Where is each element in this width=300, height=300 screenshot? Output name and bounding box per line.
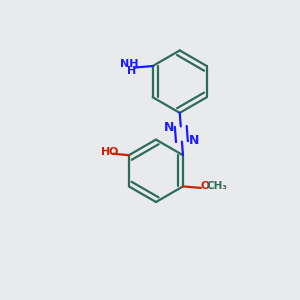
Text: NH: NH bbox=[120, 59, 138, 69]
Text: N: N bbox=[189, 134, 199, 148]
Text: CH₃: CH₃ bbox=[207, 182, 228, 191]
Text: O: O bbox=[201, 182, 210, 191]
Text: N: N bbox=[164, 121, 174, 134]
Text: H: H bbox=[127, 66, 136, 76]
Text: O: O bbox=[109, 147, 118, 157]
Text: H: H bbox=[101, 147, 111, 157]
